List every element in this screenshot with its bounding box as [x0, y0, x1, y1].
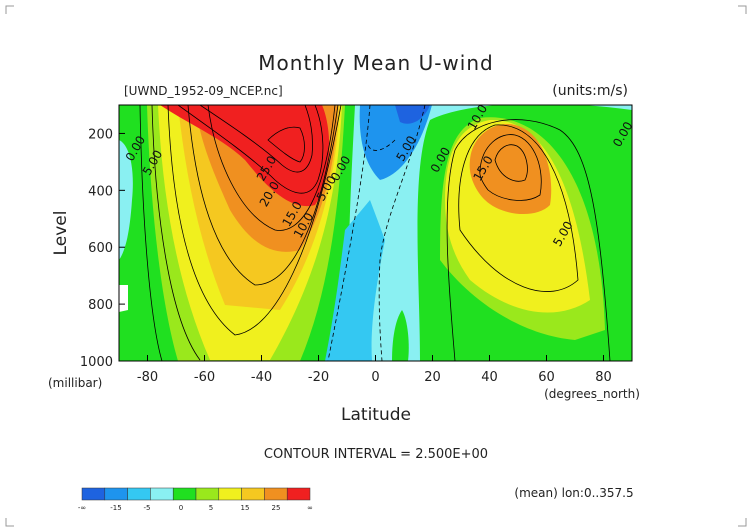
contour-line-sh-22 — [207, 105, 336, 231]
colorbar-swatch — [104, 487, 128, 501]
colorbar-swatch — [241, 487, 265, 501]
x-axis-unit: (degrees_north) — [544, 387, 640, 401]
units-label: (units:m/s) — [552, 83, 628, 99]
colorbar-swatch — [150, 487, 174, 501]
x-tick-label: 80 — [595, 370, 612, 385]
contour-fill-sh-polar — [119, 140, 133, 260]
colorbar-label: 15 — [241, 504, 250, 512]
contour-line-sh-12 — [167, 105, 342, 336]
contour-line-sh-7 — [151, 105, 201, 361]
y-tick-label: 600 — [88, 241, 113, 256]
colorbar-swatch — [172, 487, 197, 501]
x-ticks: -80 -60 -40 -20 0 20 40 60 80 — [137, 355, 612, 385]
corner-marks — [5, 5, 747, 527]
contour-fill-easterly-surface — [325, 200, 385, 361]
contour-fill-nh-surface — [392, 310, 409, 361]
contour-line-nh-20 — [494, 144, 528, 182]
colorbar-label: 5 — [209, 504, 213, 512]
y-tick-label: 800 — [88, 298, 113, 313]
y-tick-label: 400 — [88, 184, 113, 199]
x-axis-label: Latitude — [341, 405, 411, 425]
contour-line-sh-25 — [177, 105, 324, 194]
y-tick-label: 1000 — [80, 355, 113, 370]
colorbar-label: 25 — [272, 504, 281, 512]
contour-line-eq-dash-1 — [327, 105, 371, 361]
contour-line-sh-30 — [267, 126, 305, 163]
contour-fill-easterly — [359, 105, 432, 180]
x-tick-label: -80 — [137, 370, 158, 385]
colorbar-swatch — [264, 487, 288, 501]
contour-line-eq-dash-3 — [367, 139, 396, 151]
colorbar-label: -15 — [110, 504, 121, 512]
contour-line-sh-17 — [187, 105, 339, 286]
contour-fill-sh-25 — [160, 105, 330, 207]
colorbar-label: ∞ — [307, 504, 313, 512]
colorbar-swatch — [195, 487, 220, 501]
y-tick-label: 200 — [88, 127, 113, 142]
contour-line-eq-dash-2 — [378, 105, 426, 361]
x-tick-label: 40 — [481, 370, 498, 385]
colorbar: -∞ -15 -5 0 5 15 25 ∞ — [78, 487, 313, 512]
colorbar-swatch — [218, 487, 242, 501]
contour-fill-easterly-core — [395, 105, 430, 124]
colorbar-swatch — [127, 487, 151, 501]
y-ticks: 200 400 600 800 1000 — [80, 127, 125, 370]
colorbar-swatch — [81, 487, 106, 501]
x-tick-label: 0 — [371, 370, 379, 385]
contour-fill-sh-ground — [119, 285, 128, 312]
x-tick-label: -60 — [194, 370, 215, 385]
x-tick-label: -20 — [308, 370, 329, 385]
colorbar-label: 0 — [179, 504, 183, 512]
x-tick-label: 20 — [424, 370, 441, 385]
contour-line-sh-3 — [139, 105, 163, 361]
contour-lines — [139, 105, 611, 361]
colorbar-label: -∞ — [78, 504, 86, 512]
y-axis-unit: (millibar) — [48, 376, 102, 390]
contour-line-nh-7 — [446, 119, 611, 361]
y-axis-label: Level — [51, 211, 71, 256]
dataset-label: [UWND_1952-09_NCEP.nc] — [124, 84, 283, 98]
footnote: (mean) lon:0..357.5 — [514, 486, 633, 500]
x-tick-label: -40 — [251, 370, 272, 385]
colorbar-label: -5 — [144, 504, 151, 512]
contour-line-sh-27 — [199, 105, 313, 173]
contour-line-nh-17 — [479, 134, 542, 201]
x-tick-label: 60 — [538, 370, 555, 385]
contour-line-nh-12 — [458, 124, 579, 292]
contour-interval: CONTOUR INTERVAL = 2.500E+00 — [264, 447, 488, 462]
chart-title: Monthly Mean U-wind — [258, 51, 493, 75]
colorbar-swatch — [286, 487, 311, 501]
